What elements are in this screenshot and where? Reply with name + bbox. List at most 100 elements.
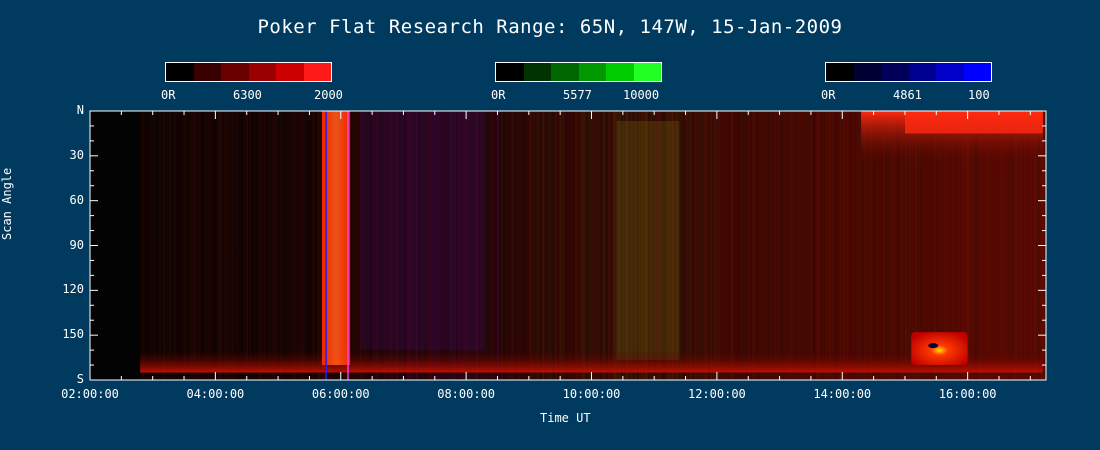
emission-streak — [705, 111, 708, 380]
emission-streak — [207, 111, 210, 380]
emission-streak — [479, 111, 482, 380]
emission-streak — [227, 111, 230, 380]
emission-streak — [685, 111, 687, 380]
emission-streak — [797, 111, 799, 380]
emission-streak — [741, 111, 744, 380]
emission-streak — [842, 111, 844, 380]
colorbar-blue-swatch — [853, 63, 881, 81]
emission-streak — [1014, 111, 1016, 380]
emission-streak — [498, 111, 501, 380]
emission-streak — [507, 111, 509, 380]
emission-streak — [192, 111, 195, 380]
emission-streak — [537, 111, 539, 380]
colorbar-blue-label-min: 0R — [821, 88, 836, 102]
x-tick-label: 06:00:00 — [311, 387, 370, 401]
emission-streak — [903, 111, 906, 380]
emission-streak — [393, 111, 395, 380]
emission-streak — [784, 111, 786, 380]
emission-streak — [570, 111, 572, 380]
emission-streak — [177, 111, 180, 380]
emission-streak — [830, 111, 833, 380]
emission-streak — [1032, 111, 1035, 380]
emission-streak — [367, 111, 369, 380]
emission-streak — [308, 111, 310, 380]
emission-streak — [1036, 111, 1038, 380]
emission-streak — [754, 111, 756, 380]
emission-streak — [935, 111, 937, 380]
emission-streak — [280, 111, 282, 380]
emission-streak — [242, 111, 245, 380]
emission-streak — [991, 111, 993, 380]
emission-streak — [560, 111, 562, 380]
emission-streak — [748, 111, 750, 380]
emission-streak — [943, 111, 946, 380]
emission-streak — [369, 111, 371, 380]
emission-streak — [546, 111, 548, 380]
emission-streak — [503, 111, 506, 380]
x-tick-label: 10:00:00 — [562, 387, 621, 401]
emission-streak — [689, 111, 691, 380]
emission-streak — [516, 111, 518, 380]
emission-streak — [800, 111, 803, 380]
emission-streak — [474, 111, 477, 380]
emission-streak — [1005, 111, 1007, 380]
emission-streak — [543, 111, 546, 380]
emission-streak — [632, 111, 635, 380]
emission-streak — [660, 111, 662, 380]
emission-streak — [210, 111, 212, 380]
emission-streak — [993, 111, 996, 380]
colorbar-blue-swatch — [881, 63, 909, 81]
emission-streak — [398, 111, 400, 380]
emission-streak — [630, 111, 632, 380]
emission-streak — [817, 111, 819, 380]
emission-streak — [400, 111, 403, 380]
emission-streak — [454, 111, 457, 380]
emission-streak — [995, 111, 997, 380]
emission-streak — [318, 111, 320, 380]
emission-streak — [858, 111, 860, 380]
emission-streak — [437, 111, 439, 380]
emission-streak — [403, 111, 405, 380]
emission-streak — [654, 111, 656, 380]
emission-streak — [886, 111, 888, 380]
emission-streak — [695, 111, 697, 380]
emission-streak — [427, 111, 429, 380]
emission-streak — [372, 111, 374, 380]
emission-streak — [373, 111, 375, 380]
emission-streak — [247, 111, 250, 380]
emission-streak — [794, 111, 797, 380]
emission-streak — [893, 111, 896, 380]
emission-streak — [481, 111, 483, 380]
emission-streak — [424, 111, 427, 380]
emission-streak — [236, 111, 239, 380]
emission-streak — [788, 111, 790, 380]
emission-streak — [988, 111, 991, 380]
emission-streak — [941, 111, 943, 380]
emission-streak — [469, 111, 472, 380]
emission-streak — [414, 111, 417, 380]
emission-streak — [683, 111, 685, 380]
emission-streak — [627, 111, 630, 380]
emission-streak — [390, 111, 393, 380]
emission-streak — [622, 111, 625, 380]
emission-streak — [942, 111, 944, 380]
emission-streak — [409, 111, 412, 380]
emission-streak — [846, 111, 848, 380]
colorbar-blue-swatch — [963, 63, 991, 81]
emission-streak — [1003, 111, 1006, 380]
emission-streak — [352, 111, 354, 380]
emission-streak — [745, 111, 748, 380]
emission-streak — [305, 111, 308, 380]
emission-streak — [278, 111, 280, 380]
emission-streak — [220, 111, 222, 380]
emission-streak — [700, 111, 702, 380]
emission-streak — [459, 111, 462, 380]
emission-streak — [711, 111, 714, 380]
emission-streak — [634, 111, 636, 380]
emission-streak — [928, 111, 931, 380]
emission-streak — [586, 111, 588, 380]
emission-streak — [708, 111, 710, 380]
emission-streak — [147, 111, 150, 380]
emission-streak — [863, 111, 865, 380]
emission-streak — [195, 111, 197, 380]
